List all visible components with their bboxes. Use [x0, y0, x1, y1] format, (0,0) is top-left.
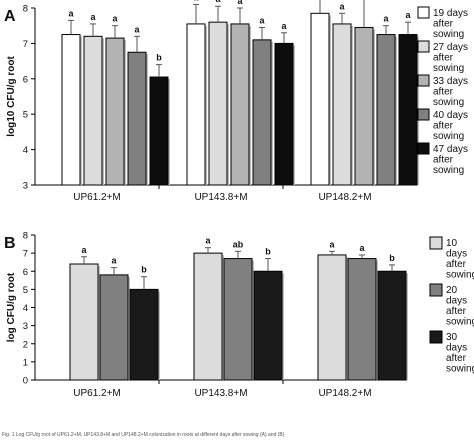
y-tick-label: 3	[23, 181, 28, 192]
bar	[186, 23, 206, 186]
bar	[332, 23, 352, 186]
y-tick-label: 7	[23, 39, 28, 50]
y-tick-label: 0	[23, 376, 28, 387]
bar	[223, 258, 253, 381]
significance-label: a	[112, 14, 118, 24]
significance-label: a	[205, 236, 211, 246]
bar	[354, 26, 374, 186]
bar	[105, 37, 125, 186]
y-tick-label: 4	[23, 145, 28, 156]
y-tick-label: 5	[23, 110, 28, 121]
y-axis-label: log10 CFU/g root	[6, 56, 17, 137]
y-axis-label: log CFU/g root	[6, 272, 17, 342]
bar	[317, 254, 347, 381]
legend: 10daysaftersowing 20daysaftersowing 30days…	[429, 236, 474, 375]
bar	[208, 21, 228, 186]
bar	[230, 23, 250, 186]
y-tick-label: 6	[23, 74, 28, 85]
x-tick-label: UP61.2+M	[73, 388, 121, 399]
significance-label: a	[329, 239, 335, 249]
y-tick-label: 4	[23, 303, 28, 314]
legend-label: 27 days after sowing	[433, 42, 468, 74]
legend-swatch	[417, 40, 430, 53]
legend-label: 20daysaftersowing	[446, 285, 474, 328]
legend-label: 19 days after sowing	[433, 8, 468, 40]
bar	[129, 288, 159, 381]
y-tick-label: 2	[23, 339, 28, 350]
legend-swatch	[417, 108, 430, 121]
figure-caption: Fig. 1 Log CFU/g root of UP61.2+M, UP143…	[2, 432, 285, 438]
bar	[376, 34, 396, 186]
bar	[61, 34, 81, 186]
y-tick-label: 7	[23, 249, 28, 260]
panel-label: B	[4, 235, 16, 252]
significance-label: a	[193, 0, 199, 2]
bar	[252, 39, 272, 186]
significance-label: a	[359, 243, 365, 253]
legend-swatch	[417, 142, 430, 155]
significance-label: a	[405, 10, 411, 20]
legend-swatch	[417, 74, 430, 87]
y-tick-label: 5	[23, 285, 28, 296]
significance-label: a	[81, 245, 87, 255]
bar	[398, 34, 418, 186]
significance-label: a	[259, 15, 265, 25]
significance-label: a	[134, 24, 140, 34]
significance-label: a	[237, 0, 243, 6]
legend-swatch	[417, 6, 430, 19]
x-tick-label: UP148.2+M	[318, 192, 371, 203]
significance-label: a	[383, 14, 389, 24]
legend-swatch	[429, 330, 443, 344]
x-tick-label: UP61.2+M	[73, 192, 121, 203]
bar	[149, 76, 169, 186]
significance-label: a	[90, 12, 96, 22]
legend-swatch	[429, 283, 443, 297]
bar	[347, 258, 377, 381]
bar	[99, 274, 129, 381]
significance-label: a	[111, 256, 117, 266]
x-tick-label: UP143.8+M	[194, 388, 247, 399]
legend-label: 33 days after sowing	[433, 76, 468, 108]
legend-label: 40 days after sowing	[433, 110, 468, 142]
y-tick-label: 1	[23, 357, 28, 368]
bar	[193, 252, 223, 381]
x-tick-label: UP148.2+M	[318, 388, 371, 399]
significance-label: a	[215, 0, 221, 4]
y-tick-label: 3	[23, 321, 28, 332]
x-tick-label: UP143.8+M	[194, 192, 247, 203]
significance-label: b	[156, 53, 162, 63]
significance-label: a	[339, 1, 345, 11]
significance-label: b	[265, 247, 271, 257]
bar	[83, 35, 103, 186]
legend-label: 30daysaftersowing	[446, 332, 474, 375]
legend-label: 10daysaftersowing	[446, 238, 474, 281]
bar	[377, 270, 407, 381]
significance-label: ab	[233, 239, 244, 249]
bar	[253, 270, 283, 381]
bar	[127, 51, 147, 186]
significance-label: b	[141, 265, 147, 275]
significance-label: a	[68, 8, 74, 18]
panel-label: A	[4, 8, 16, 25]
bar	[310, 12, 330, 186]
significance-label: b	[389, 253, 395, 263]
bar	[274, 42, 294, 186]
legend-swatch	[429, 236, 443, 250]
y-tick-label: 8	[23, 4, 28, 15]
legend-label: 47 days after sowing	[433, 144, 468, 176]
y-tick-label: 6	[23, 267, 28, 278]
y-tick-label: 8	[23, 231, 28, 242]
significance-label: a	[281, 21, 287, 31]
bar	[69, 263, 99, 381]
